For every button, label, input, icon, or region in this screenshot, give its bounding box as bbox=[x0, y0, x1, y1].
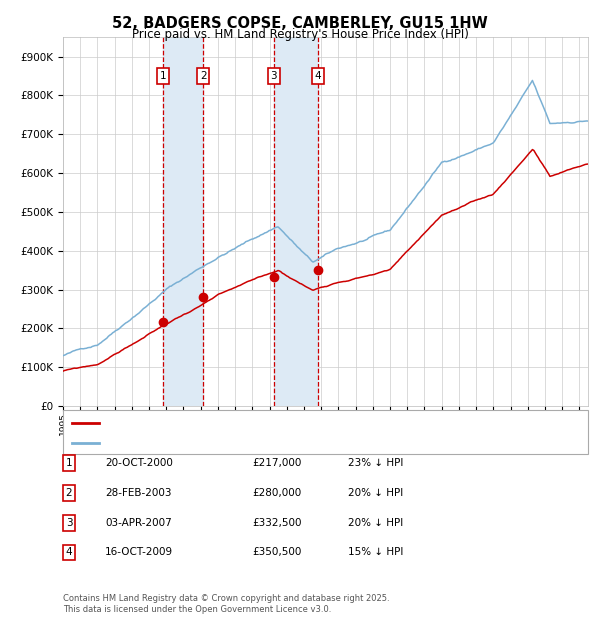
Text: 23% ↓ HPI: 23% ↓ HPI bbox=[348, 458, 403, 468]
Text: 16-OCT-2009: 16-OCT-2009 bbox=[105, 547, 173, 557]
Text: 20% ↓ HPI: 20% ↓ HPI bbox=[348, 518, 403, 528]
Text: 3: 3 bbox=[271, 71, 277, 81]
Text: 15% ↓ HPI: 15% ↓ HPI bbox=[348, 547, 403, 557]
Text: 3: 3 bbox=[65, 518, 73, 528]
Bar bbox=[163, 37, 203, 406]
Text: 03-APR-2007: 03-APR-2007 bbox=[105, 518, 172, 528]
Text: 20% ↓ HPI: 20% ↓ HPI bbox=[348, 488, 403, 498]
Text: £350,500: £350,500 bbox=[252, 547, 301, 557]
Text: £332,500: £332,500 bbox=[252, 518, 302, 528]
Text: 4: 4 bbox=[65, 547, 73, 557]
Text: Price paid vs. HM Land Registry's House Price Index (HPI): Price paid vs. HM Land Registry's House … bbox=[131, 28, 469, 41]
Text: Contains HM Land Registry data © Crown copyright and database right 2025.
This d: Contains HM Land Registry data © Crown c… bbox=[63, 595, 389, 614]
Text: 1: 1 bbox=[160, 71, 166, 81]
Text: 1: 1 bbox=[65, 458, 73, 468]
Bar bbox=[274, 37, 318, 406]
Text: £217,000: £217,000 bbox=[252, 458, 301, 468]
Text: 28-FEB-2003: 28-FEB-2003 bbox=[105, 488, 172, 498]
Text: 52, BADGERS COPSE, CAMBERLEY, GU15 1HW (detached house): 52, BADGERS COPSE, CAMBERLEY, GU15 1HW (… bbox=[106, 418, 442, 428]
Text: HPI: Average price, detached house, Surrey Heath: HPI: Average price, detached house, Surr… bbox=[106, 438, 368, 448]
Text: 2: 2 bbox=[65, 488, 73, 498]
Text: £280,000: £280,000 bbox=[252, 488, 301, 498]
Text: 2: 2 bbox=[200, 71, 206, 81]
Text: 52, BADGERS COPSE, CAMBERLEY, GU15 1HW: 52, BADGERS COPSE, CAMBERLEY, GU15 1HW bbox=[112, 16, 488, 30]
Text: 20-OCT-2000: 20-OCT-2000 bbox=[105, 458, 173, 468]
Text: 4: 4 bbox=[314, 71, 321, 81]
